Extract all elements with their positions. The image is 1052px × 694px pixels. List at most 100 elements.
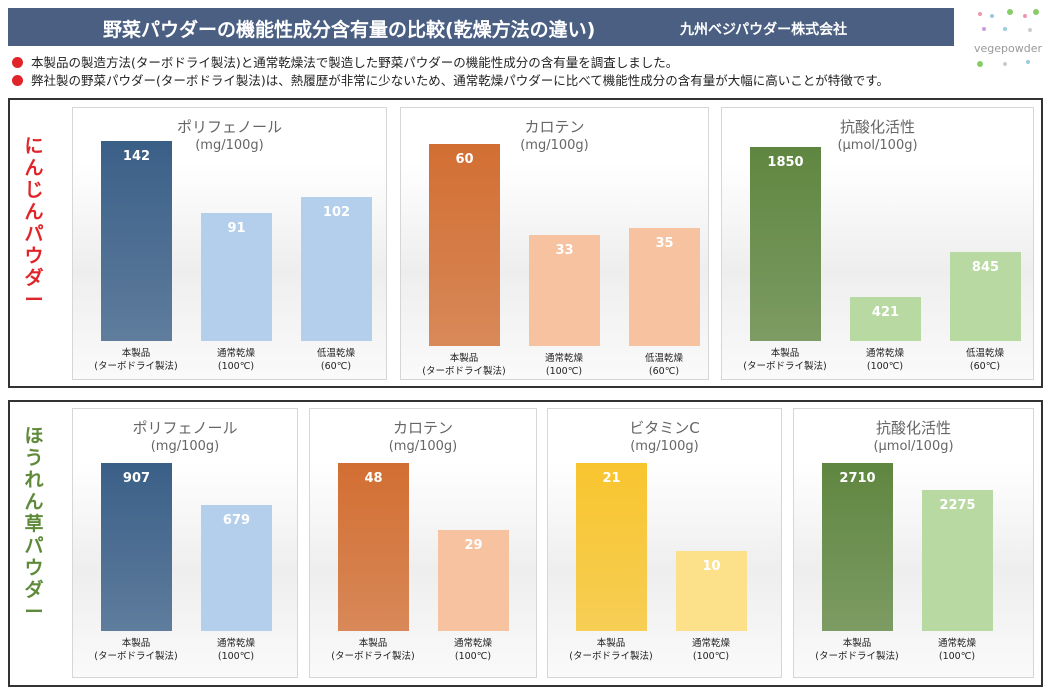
category-line: 通常乾燥 xyxy=(865,348,904,359)
data-label: 91 xyxy=(227,220,246,236)
chart-unit: (mg/100g) xyxy=(388,439,458,454)
logo: vegepowder xyxy=(970,4,1048,74)
bullet-icon xyxy=(12,57,23,68)
category-line: 本製品 xyxy=(842,638,872,649)
category-line: 本製品 xyxy=(770,348,800,359)
page-title: 野菜パウダーの機能性成分含有量の比較(乾燥方法の違い) xyxy=(103,19,596,41)
category-line: (100℃) xyxy=(938,651,976,662)
category-line: (100℃) xyxy=(217,361,255,372)
row-label-spinach: ほうれん草パウダー xyxy=(24,425,44,623)
note-text: 本製品の製造方法(ターボドライ製法)と通常乾燥法で製造した野菜パウダーの機能性成… xyxy=(31,55,679,70)
data-label: 907 xyxy=(122,471,151,486)
category-line: 本製品 xyxy=(121,348,151,359)
data-label: 33 xyxy=(555,242,574,258)
note-text: 弊社製の野菜パウダー(ターボドライ製法)は、熱履歴が非常に少ないため、通常乾燥パ… xyxy=(31,73,890,88)
data-label: 60 xyxy=(455,152,474,167)
data-label: 845 xyxy=(971,260,1000,276)
bar: 10 xyxy=(676,551,747,631)
bar: 102 xyxy=(301,197,372,341)
chart-panel: 抗酸化活性 (μmol/100g) 2710 本製品 (ターボドライ製法) 2275 通常乾… xyxy=(793,408,1034,678)
category-line: (60℃) xyxy=(320,361,352,372)
logo-text: vegepowder xyxy=(974,42,1043,55)
data-label: 421 xyxy=(871,304,900,320)
note-2: 弊社製の野菜パウダー(ターボドライ製法)は、熱履歴が非常に少ないため、通常乾燥パ… xyxy=(12,70,889,89)
title-banner: 野菜パウダーの機能性成分含有量の比較(乾燥方法の違い) 九州ベジパウダー株式会社 xyxy=(8,8,954,46)
chart-unit: (mg/100g) xyxy=(520,138,589,153)
bar: 21 xyxy=(576,463,647,631)
data-label: 21 xyxy=(602,471,621,486)
chart-title: カロテン xyxy=(524,118,585,136)
category-line: (ターボドライ製法) xyxy=(331,651,415,662)
chart-unit: (mg/100g) xyxy=(150,439,220,454)
bar: 91 xyxy=(201,212,272,341)
category-line: (ターボドライ製法) xyxy=(569,651,653,662)
category-label: 本製品 (ターボドライ製法) xyxy=(409,352,519,378)
category-line: (ターボドライ製法) xyxy=(422,366,506,377)
bar: 142 xyxy=(101,141,172,341)
chart-panel: カロテン (mg/100g) 60 本製品 (ターボドライ製法) 33 通常乾燥 (100℃)… xyxy=(400,107,709,380)
bar: 33 xyxy=(529,234,600,346)
bar: 907 xyxy=(101,463,172,631)
chart-unit: (μmol/100g) xyxy=(837,138,918,153)
category-label: 通常乾燥 (100℃) xyxy=(656,637,766,663)
bar: 60 xyxy=(429,144,500,346)
category-label: 本製品 (ターボドライ製法) xyxy=(730,347,840,373)
bar: 1850 xyxy=(750,147,821,341)
chart-title: 抗酸化活性 xyxy=(839,118,915,136)
data-label: 2275 xyxy=(939,497,976,513)
category-line: (60℃) xyxy=(648,366,680,377)
category-label: 通常乾燥 (100℃) xyxy=(181,637,291,663)
category-label: 低温乾燥 (60℃) xyxy=(281,347,391,373)
category-label: 本製品 (ターボドライ製法) xyxy=(81,637,191,663)
category-line: (ターボドライ製法) xyxy=(815,651,899,662)
data-label: 102 xyxy=(322,205,351,221)
company-name: 九州ベジパウダー株式会社 xyxy=(680,22,848,38)
category-line: (100℃) xyxy=(217,651,255,662)
category-line: 低温乾燥 xyxy=(316,348,355,359)
category-label: 本製品 (ターボドライ製法) xyxy=(802,637,912,663)
chart-title: ポリフェノール xyxy=(176,118,282,136)
category-line: 通常乾燥 xyxy=(691,638,730,649)
category-line: 通常乾燥 xyxy=(544,353,583,364)
category-line: 本製品 xyxy=(358,638,388,649)
bar: 845 xyxy=(950,252,1021,341)
data-label: 35 xyxy=(655,236,674,252)
category-line: (100℃) xyxy=(545,366,583,377)
category-line: (ターボドライ製法) xyxy=(743,361,827,372)
chart-panel: ポリフェノール (mg/100g) 142 本製品 (ターボドライ製法) 91 通常乾燥 (1… xyxy=(72,107,387,380)
carrot-section xyxy=(8,98,1043,388)
category-label: 本製品 (ターボドライ製法) xyxy=(556,637,666,663)
chart-unit: (μmol/100g) xyxy=(873,439,954,454)
bar: 29 xyxy=(438,529,509,631)
category-label: 通常乾燥 (100℃) xyxy=(902,637,1012,663)
category-label: 通常乾燥 (100℃) xyxy=(830,347,940,373)
bar: 421 xyxy=(850,296,921,341)
category-line: (ターボドライ製法) xyxy=(94,361,178,372)
bar: 2710 xyxy=(822,463,893,631)
category-line: (60℃) xyxy=(969,361,1001,372)
chart-panel: 抗酸化活性 (μmol/100g) 1850 本製品 (ターボドライ製法) 421 通常乾燥… xyxy=(721,107,1034,380)
category-line: 本製品 xyxy=(121,638,151,649)
chart-title: ビタミンC xyxy=(629,419,700,437)
bar: 35 xyxy=(629,228,700,346)
category-line: (100℃) xyxy=(866,361,904,372)
bar: 679 xyxy=(201,505,272,631)
category-line: (ターボドライ製法) xyxy=(94,651,178,662)
category-line: 本製品 xyxy=(596,638,626,649)
data-label: 1850 xyxy=(767,155,804,170)
category-label: 通常乾燥 (100℃) xyxy=(181,347,291,373)
data-label: 10 xyxy=(702,559,721,574)
chart-title: 抗酸化活性 xyxy=(875,419,951,437)
category-label: 低温乾燥 (60℃) xyxy=(609,352,719,378)
note-1: 本製品の製造方法(ターボドライ製法)と通常乾燥法で製造した野菜パウダーの機能性成… xyxy=(12,52,678,71)
category-line: 本製品 xyxy=(449,353,479,364)
category-line: 通常乾燥 xyxy=(937,638,976,649)
category-line: (100℃) xyxy=(454,651,492,662)
data-label: 142 xyxy=(122,149,151,164)
chart-panel: ポリフェノール (mg/100g) 907 本製品 (ターボドライ製法) 679 通常乾燥 (… xyxy=(72,408,298,678)
category-line: 低温乾燥 xyxy=(965,348,1004,359)
logo-dots-icon xyxy=(977,9,1039,67)
chart-title: ポリフェノール xyxy=(132,419,238,437)
category-label: 低温乾燥 (60℃) xyxy=(930,347,1040,373)
category-line: 通常乾燥 xyxy=(216,348,255,359)
